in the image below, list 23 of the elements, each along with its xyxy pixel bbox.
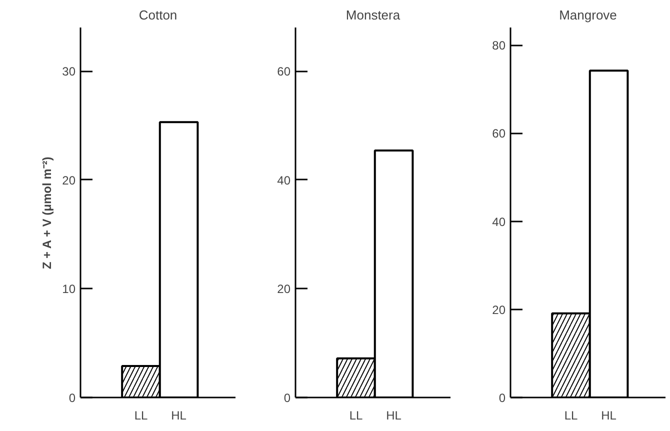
y-tick-label: 20 — [277, 282, 291, 296]
y-tick-label: 0 — [68, 391, 76, 405]
chart-title: Mangrove — [559, 8, 617, 22]
x-tick-label: LL — [564, 408, 578, 422]
y-tick-label: 60 — [277, 64, 291, 79]
chart-title: Monstera — [346, 8, 401, 22]
y-tick-label: 80 — [492, 38, 506, 53]
x-tick-label: HL — [386, 408, 402, 422]
y-tick-label: 20 — [492, 302, 506, 317]
y-axis-title: Z + A + V (μmol m⁻²) — [40, 156, 54, 270]
x-tick-label: LL — [134, 408, 148, 422]
x-tick-label: HL — [171, 408, 187, 422]
y-tick-label: 40 — [492, 214, 506, 229]
y-tick-label: 40 — [277, 173, 291, 188]
x-tick-label: HL — [601, 408, 617, 422]
x-tick-label: LL — [349, 408, 363, 422]
y-tick-label: 60 — [492, 126, 506, 141]
y-tick-label: 0 — [498, 391, 506, 405]
chart-title: Cotton — [138, 8, 178, 22]
y-tick-label: 30 — [62, 64, 76, 79]
y-tick-label: 10 — [62, 282, 76, 296]
y-tick-label: 20 — [62, 173, 76, 188]
y-tick-label: 0 — [284, 391, 291, 405]
